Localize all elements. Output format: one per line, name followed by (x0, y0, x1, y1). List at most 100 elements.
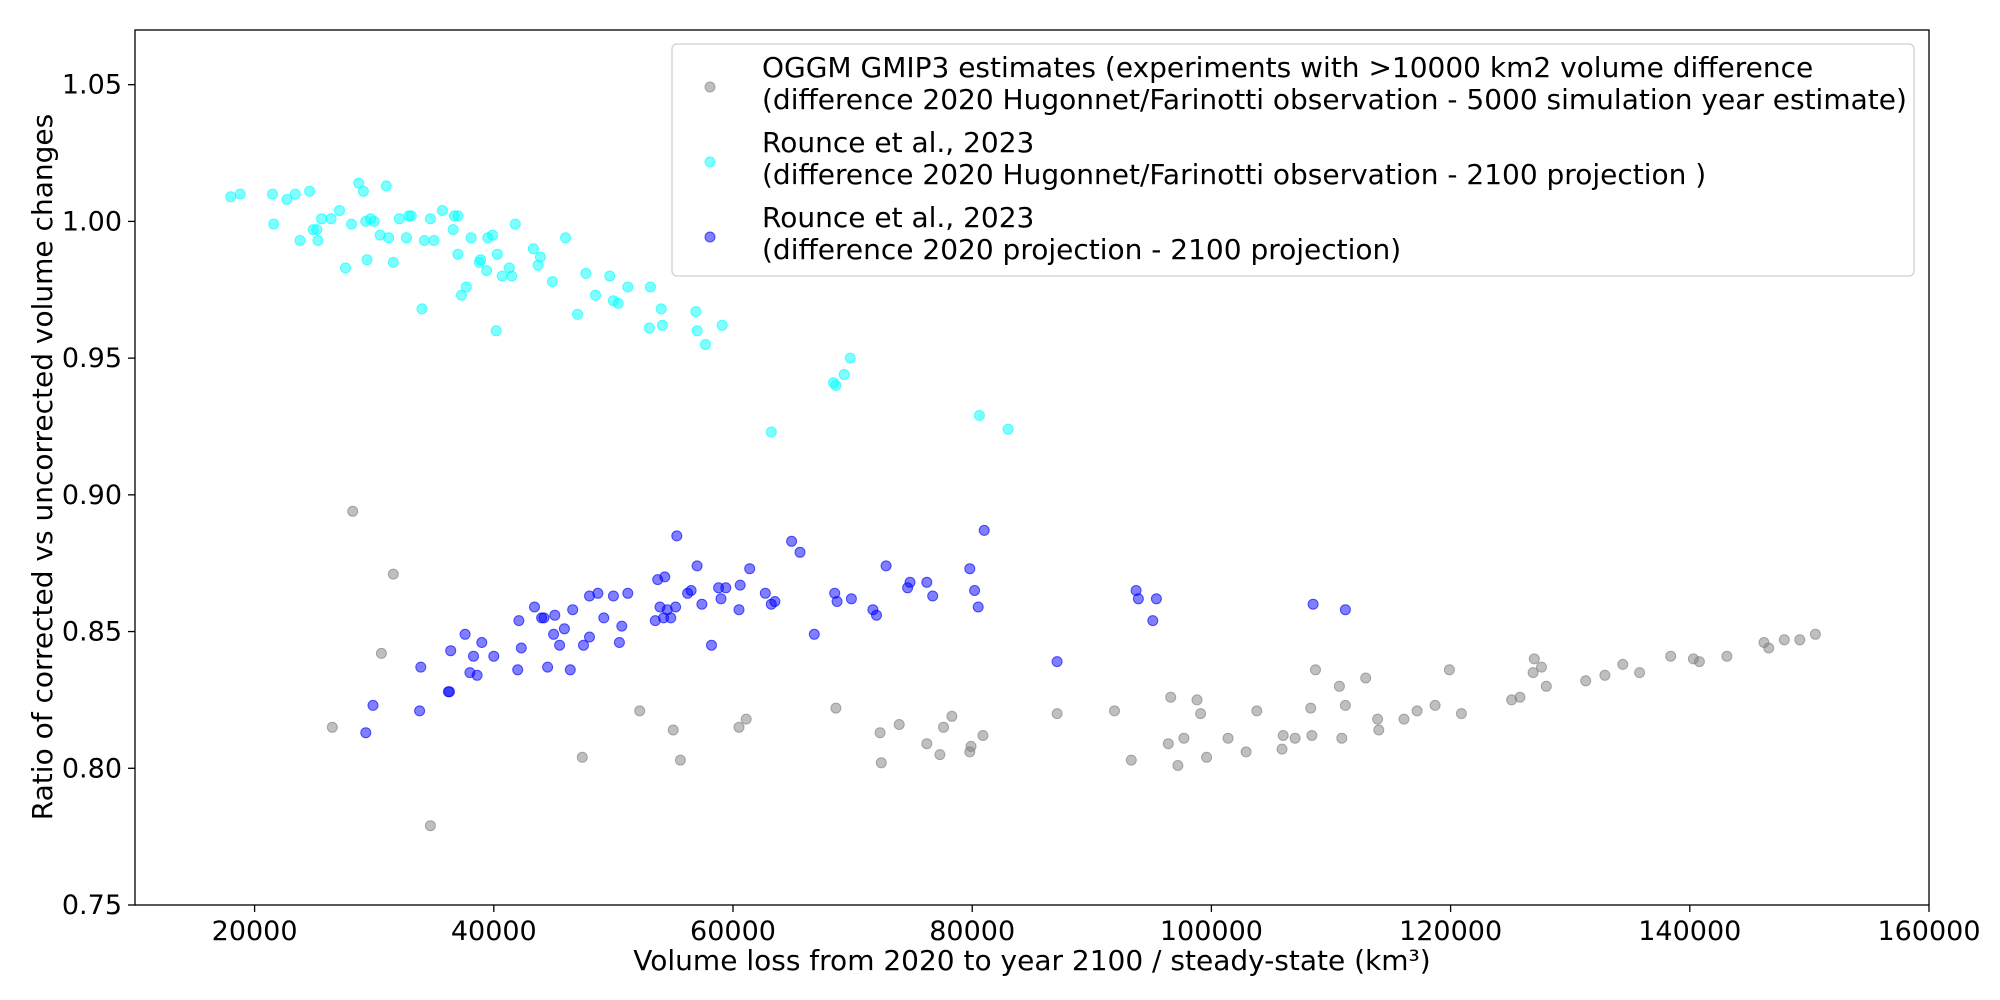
series-2-point-78 (844, 352, 856, 364)
series-1-point-36 (1276, 743, 1288, 755)
data-points (225, 177, 1821, 832)
series-3-point-27 (578, 639, 589, 651)
series-3-point-12 (476, 637, 488, 648)
series-3-point-11 (471, 669, 483, 681)
series-1-point-21 (965, 740, 977, 752)
series-3-point-14 (512, 664, 524, 676)
series-3 (360, 524, 1351, 739)
series-2-point-1 (225, 191, 237, 203)
series-1-point-35 (1251, 705, 1263, 717)
series-3-point-67 (880, 560, 892, 572)
x-tick-label: 120000 (1399, 916, 1502, 947)
series-2-point-11 (312, 235, 324, 246)
series-2-point-74 (765, 426, 777, 438)
series-2-point-42 (465, 232, 477, 244)
series-1-point-19 (946, 710, 958, 722)
series-1-point-54 (1514, 691, 1526, 703)
series-2-point-20 (361, 254, 373, 266)
series-3-point-56 (759, 587, 771, 599)
series-1-point-71 (1809, 628, 1821, 640)
series-3-point-31 (598, 612, 610, 624)
series-1-point-61 (1617, 658, 1629, 670)
series-3-point-44 (671, 530, 683, 542)
series-2-point-36 (447, 224, 459, 236)
y-tick-label: 0.90 (62, 480, 122, 511)
series-3-point-32 (607, 590, 619, 602)
series-2-point-27 (393, 213, 405, 225)
series-2-point-44 (475, 254, 487, 266)
series-2-point-45 (481, 265, 493, 277)
series-2-point-40 (456, 289, 467, 301)
series-2-point-2 (234, 188, 246, 200)
series-3-point-46 (685, 585, 697, 596)
series-1-point-48 (1398, 713, 1410, 725)
series-1-point-55 (1527, 667, 1539, 679)
series-2-point-73 (716, 319, 728, 331)
series-3-point-74 (972, 601, 984, 613)
series-1-point-13 (874, 727, 886, 739)
series-2-point-77 (838, 369, 850, 380)
series-3-point-52 (720, 582, 732, 594)
series-2-point-17 (353, 177, 365, 189)
series-1-point-25 (1125, 754, 1137, 766)
series-3-point-75 (978, 524, 990, 536)
series-1-point-37 (1277, 730, 1289, 741)
series-2-point-34 (428, 235, 440, 246)
series-3-point-63 (831, 596, 843, 607)
series-3-point-49 (706, 639, 717, 651)
series-1-point-50 (1429, 699, 1441, 711)
series-1-point-15 (893, 719, 905, 730)
series-2-point-54 (527, 243, 539, 255)
series-2-point-59 (572, 308, 583, 320)
series-2-point-68 (655, 303, 667, 315)
axis-ticks: 20000 40000 60000 80000 100000 120000 140000 16… (62, 70, 1981, 947)
series-3-point-26 (567, 604, 579, 616)
series-2-point-67 (645, 281, 656, 293)
series-2-point-71 (691, 325, 703, 337)
series-1-point-58 (1540, 680, 1552, 692)
series-3-point-51 (715, 593, 727, 605)
series-3-point-17 (529, 601, 540, 613)
series-1-point-56 (1528, 653, 1540, 665)
y-tick-label: 0.75 (62, 890, 122, 921)
series-1-point-8 (667, 724, 679, 736)
legend-marker (704, 81, 716, 93)
series-3-point-53 (733, 604, 745, 616)
series-1-point-44 (1339, 699, 1351, 711)
series-1 (326, 505, 1821, 832)
series-3-point-55 (744, 563, 756, 575)
series-3-point-2 (367, 699, 379, 711)
series-1-point-49 (1411, 705, 1423, 717)
series-3-point-10 (468, 650, 479, 662)
series-3-point-15 (513, 615, 525, 627)
series-1-point-26 (1162, 738, 1174, 750)
series-2-point-28 (401, 232, 412, 244)
series-1-point-39 (1305, 702, 1317, 714)
series-2-point-69 (656, 319, 668, 331)
series-2-point-7 (294, 235, 306, 246)
series-2-point-4 (268, 218, 280, 230)
series-1-point-46 (1372, 713, 1384, 725)
series-2-point-65 (622, 281, 634, 293)
series-1-point-18 (938, 721, 949, 733)
series-3-point-21 (548, 628, 560, 640)
series-3-point-81 (1307, 598, 1319, 610)
series-3-point-69 (904, 576, 916, 588)
series-2-point-6 (289, 188, 301, 200)
x-tick-label: 60000 (690, 916, 776, 947)
series-2-point-57 (546, 276, 558, 288)
series-3-point-4 (415, 661, 427, 673)
series-2 (225, 177, 1014, 438)
series-3-point-7 (445, 645, 457, 657)
legend-label: OGGM GMIP3 estimates (experiments with >… (762, 51, 1813, 84)
series-2-point-80 (1002, 423, 1014, 435)
series-3-point-66 (871, 609, 882, 621)
series-3-point-72 (964, 563, 976, 575)
series-1-point-34 (1240, 746, 1252, 758)
series-3-point-24 (558, 623, 570, 635)
x-tick-label: 140000 (1638, 916, 1741, 947)
series-3-point-59 (786, 535, 798, 547)
series-1-point-57 (1536, 661, 1547, 673)
series-1-point-38 (1289, 732, 1301, 744)
